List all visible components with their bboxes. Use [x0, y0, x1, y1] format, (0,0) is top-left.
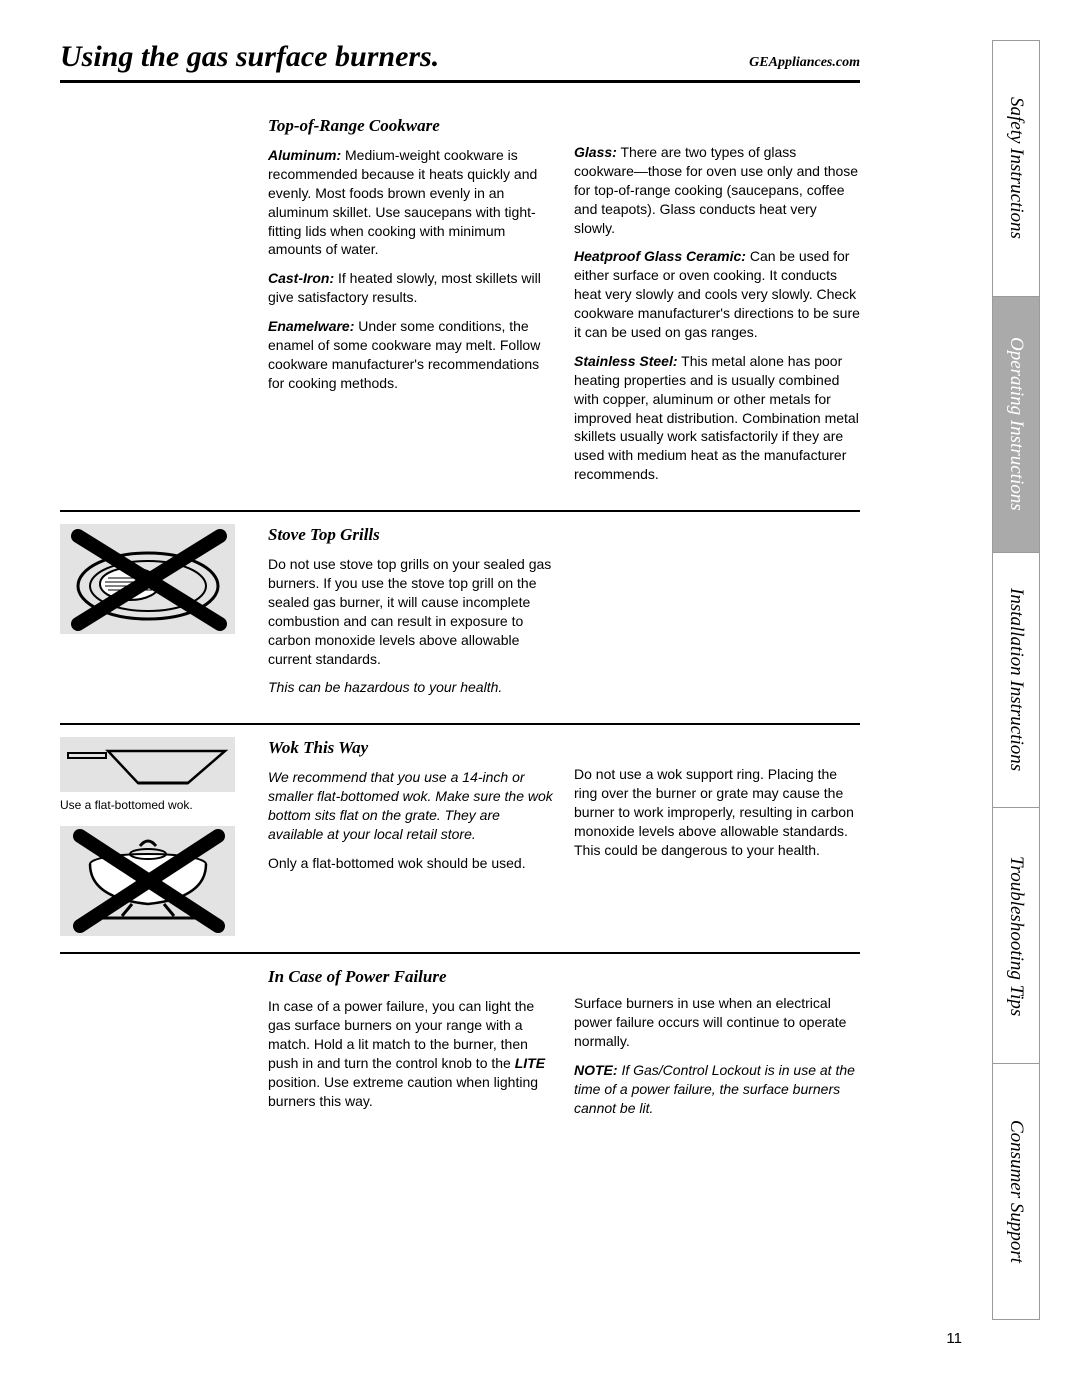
section-cookware: Top-of-Range Cookware Aluminum: Medium-w… [60, 103, 860, 510]
para-cast-iron: Cast-Iron: If heated slowly, most skille… [268, 269, 554, 307]
para-wok-intro: We recommend that you use a 14-inch or s… [268, 768, 554, 844]
subhead-power: In Case of Power Failure [268, 966, 554, 989]
page-title: Using the gas surface burners. [60, 40, 439, 74]
para-grills-warning: This can be hazardous to your health. [268, 678, 554, 697]
site-url: GEAppliances.com [749, 55, 860, 71]
tab-consumer-support[interactable]: Consumer Support [992, 1064, 1040, 1320]
illustration-placeholder [60, 115, 250, 494]
para-aluminum: Aluminum: Medium-weight cookware is reco… [268, 146, 554, 259]
page-number: 11 [946, 1330, 962, 1347]
tab-operating[interactable]: Operating Instructions [992, 297, 1040, 553]
page-header: Using the gas surface burners. GEApplian… [60, 40, 860, 83]
para-wok-flat: Only a flat-bottomed wok should be used. [268, 854, 554, 873]
tab-safety[interactable]: Safety Instructions [992, 40, 1040, 297]
wok-caption: Use a flat-bottomed wok. [60, 798, 250, 812]
para-enamelware: Enamelware: Under some conditions, the e… [268, 317, 554, 393]
para-grills: Do not use stove top grills on your seal… [268, 555, 554, 668]
section-wok: Use a flat-bottomed wok. Wok This Way We… [60, 723, 860, 952]
tab-troubleshooting[interactable]: Troubleshooting Tips [992, 808, 1040, 1064]
subhead-grills: Stove Top Grills [268, 524, 554, 547]
side-tabs: Safety Instructions Operating Instructio… [992, 40, 1040, 1320]
subhead-wok: Wok This Way [268, 737, 554, 760]
section-grills: Stove Top Grills Do not use stove top gr… [60, 510, 860, 723]
para-heatproof: Heatproof Glass Ceramic: Can be used for… [574, 247, 860, 341]
tab-installation[interactable]: Installation Instructions [992, 553, 1040, 809]
wok-ring-illustration [60, 826, 235, 936]
wok-flat-illustration [60, 737, 235, 792]
section-power-failure: In Case of Power Failure In case of a po… [60, 952, 860, 1143]
para-power-1: In case of a power failure, you can ligh… [268, 997, 554, 1110]
para-stainless: Stainless Steel: This metal alone has po… [574, 352, 860, 484]
para-wok-ring: Do not use a wok support ring. Placing t… [574, 765, 860, 859]
grill-illustration [60, 524, 235, 634]
para-power-note: NOTE: If Gas/Control Lockout is in use a… [574, 1061, 860, 1118]
subhead-cookware: Top-of-Range Cookware [268, 115, 554, 138]
para-glass: Glass: There are two types of glass cook… [574, 143, 860, 237]
para-power-2: Surface burners in use when an electrica… [574, 994, 860, 1051]
